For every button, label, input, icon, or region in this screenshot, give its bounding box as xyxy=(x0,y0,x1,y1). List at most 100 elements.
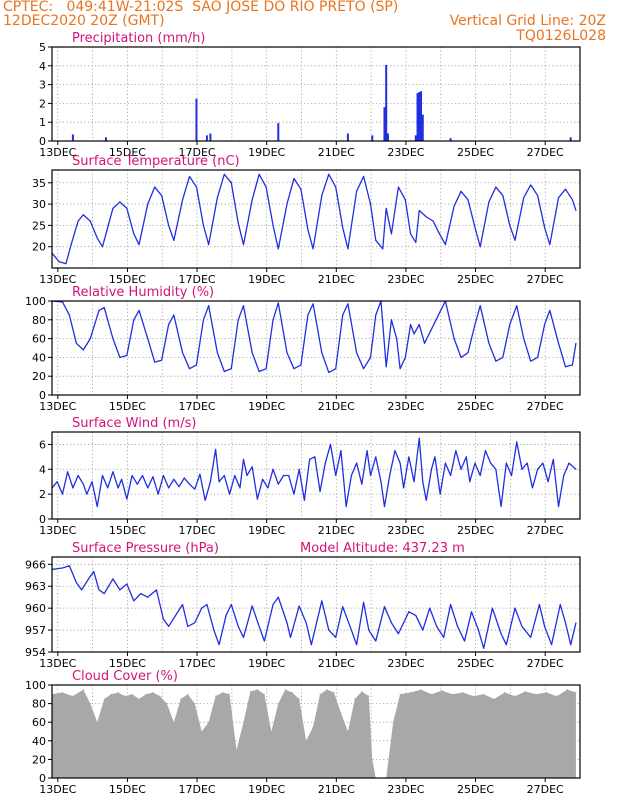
data-point xyxy=(509,224,511,226)
data-point xyxy=(223,371,225,372)
data-point xyxy=(430,468,432,470)
data-point xyxy=(453,338,455,340)
data-point xyxy=(68,565,70,567)
data-point xyxy=(237,625,239,627)
x-tick-label: 23DEC xyxy=(387,524,424,537)
cloud-point xyxy=(284,689,286,691)
data-point xyxy=(502,356,504,358)
data-point xyxy=(258,173,260,175)
y-tick-label: 966 xyxy=(25,558,46,571)
data-point xyxy=(418,209,420,211)
data-point xyxy=(453,205,455,207)
data-point xyxy=(479,246,481,248)
data-point xyxy=(189,368,191,370)
cloud-point xyxy=(399,693,401,695)
data-point xyxy=(147,203,149,205)
data-point xyxy=(399,368,401,370)
data-point xyxy=(157,493,159,495)
data-point xyxy=(237,319,239,321)
cloud-point xyxy=(545,691,547,694)
data-point xyxy=(133,600,135,602)
data-point xyxy=(390,233,392,235)
data-point xyxy=(410,324,412,325)
data-point xyxy=(495,468,497,470)
data-point xyxy=(223,475,225,476)
data-point xyxy=(549,309,551,311)
data-point xyxy=(571,364,573,366)
data-point xyxy=(324,462,326,464)
data-point xyxy=(474,462,476,464)
data-point xyxy=(96,237,98,239)
data-point xyxy=(340,450,342,452)
x-tick-label: 19DEC xyxy=(248,273,285,286)
data-point xyxy=(107,487,109,489)
data-point xyxy=(265,186,267,188)
cloud-point xyxy=(180,698,182,700)
data-point xyxy=(335,368,337,370)
data-point xyxy=(558,506,560,508)
data-point xyxy=(361,483,363,485)
cloud-point xyxy=(270,730,272,733)
data-point xyxy=(321,195,323,197)
data-point xyxy=(500,506,502,508)
panel-frame xyxy=(51,169,581,269)
data-point xyxy=(413,481,415,483)
data-point xyxy=(161,359,163,361)
panel-title: Surface Wind (m/s) xyxy=(72,416,196,431)
data-point xyxy=(101,246,103,248)
data-point xyxy=(330,443,332,445)
data-point xyxy=(288,475,290,476)
data-point xyxy=(505,644,507,646)
data-point xyxy=(396,338,398,340)
panel-title: Surface Temperature (nC) xyxy=(72,154,240,169)
data-point xyxy=(383,506,385,508)
data-point xyxy=(436,625,438,627)
data-point xyxy=(305,622,307,624)
data-point xyxy=(229,493,231,495)
data-point xyxy=(342,606,344,608)
cloud-point xyxy=(420,689,422,691)
data-point xyxy=(208,244,210,246)
data-point xyxy=(495,186,497,188)
data-point xyxy=(437,231,439,233)
data-point xyxy=(182,199,184,201)
cloud-point xyxy=(228,693,231,695)
data-point xyxy=(251,352,253,354)
data-point xyxy=(307,314,309,316)
y-tick-label: 35 xyxy=(32,177,46,190)
x-tick-label: 25DEC xyxy=(457,400,494,413)
x-tick-label: 23DEC xyxy=(387,400,424,413)
data-point xyxy=(523,197,525,199)
data-point xyxy=(126,207,128,209)
y-tick-label: 20 xyxy=(32,370,46,383)
data-point xyxy=(375,640,377,642)
data-point xyxy=(277,483,279,485)
data-point xyxy=(363,175,365,177)
data-point xyxy=(549,244,551,246)
cloud-point xyxy=(110,693,112,695)
data-point xyxy=(439,493,441,495)
panel-frame xyxy=(51,556,581,653)
data-point xyxy=(425,499,427,501)
cloud-point xyxy=(277,703,279,705)
x-tick-label: 17DEC xyxy=(179,657,216,670)
cloud-point xyxy=(472,695,474,697)
cloud-point xyxy=(524,690,527,693)
x-tick-label: 13DEC xyxy=(39,273,76,286)
precip-bar xyxy=(209,133,212,141)
data-point xyxy=(410,233,412,235)
precip-bar xyxy=(277,123,280,141)
y-tick-label: 0 xyxy=(39,389,46,402)
data-point xyxy=(303,499,305,501)
y-tick-label: 2 xyxy=(39,97,46,110)
cloud-point xyxy=(166,703,168,705)
data-point xyxy=(425,216,427,218)
y-tick-label: 1 xyxy=(39,116,46,129)
panel-frame xyxy=(51,431,581,520)
series-line xyxy=(51,173,577,265)
data-point xyxy=(537,468,539,470)
data-point xyxy=(173,239,175,241)
x-tick-label: 13DEC xyxy=(39,524,76,537)
x-tick-label: 23DEC xyxy=(387,273,424,286)
data-point xyxy=(380,481,382,483)
